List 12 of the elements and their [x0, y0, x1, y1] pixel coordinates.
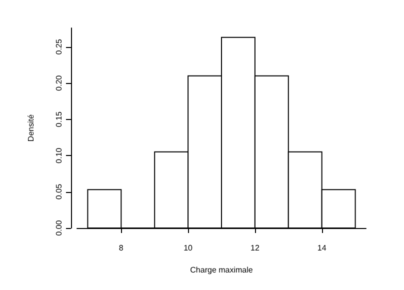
x-tick-label: 12 [250, 244, 260, 252]
y-tick-label: 0.25 [54, 38, 64, 55]
x-tick-label: 8 [118, 244, 124, 252]
x-tick-label: 10 [184, 244, 194, 252]
x-axis-title: Charge maximale [190, 266, 254, 274]
y-tick-label: 0.20 [54, 74, 64, 91]
y-tick-label: 0.05 [54, 183, 64, 200]
y-tick-label: 0.10 [54, 147, 64, 164]
y-tick-label: 0.15 [54, 110, 64, 128]
y-tick-label: 0.00 [54, 220, 64, 236]
y-axis-title: Densité [26, 114, 36, 142]
x-tick-label: 14 [317, 244, 327, 252]
